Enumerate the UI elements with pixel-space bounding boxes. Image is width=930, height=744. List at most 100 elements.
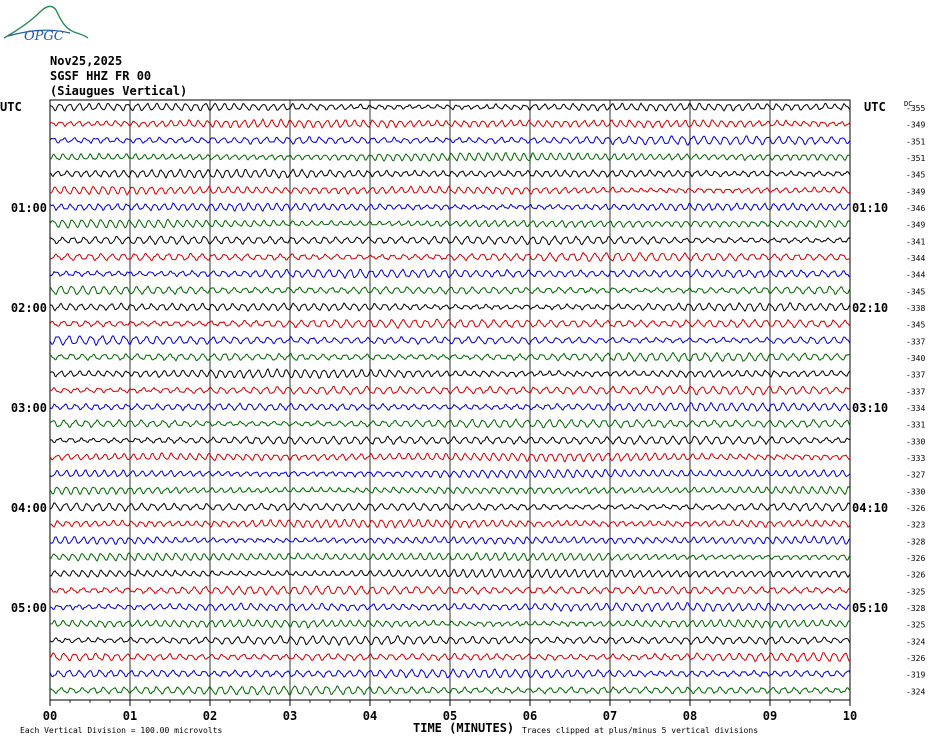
x-tick-label: 03 xyxy=(283,709,297,723)
seismic-trace xyxy=(49,151,851,162)
left-hour-label: 04:00 xyxy=(11,501,47,515)
x-tick-label: 05 xyxy=(443,709,457,723)
dc-offset-label: -325 xyxy=(906,587,925,596)
x-tick-label: 00 xyxy=(43,709,57,723)
seismic-trace xyxy=(49,401,851,412)
seismic-trace xyxy=(49,652,850,663)
dc-offset-label: -326 xyxy=(906,654,925,663)
right-hour-label: 01:10 xyxy=(852,201,888,215)
seismic-trace xyxy=(49,285,851,296)
seismic-trace xyxy=(49,202,851,212)
seismic-trace xyxy=(49,185,851,196)
dc-offset-label: -328 xyxy=(906,537,925,546)
right-hour-label: 05:10 xyxy=(852,601,888,615)
dc-offset-label: -344 xyxy=(906,254,925,263)
station-code: SGSF HHZ FR 00 xyxy=(50,69,152,83)
seismic-trace xyxy=(49,485,851,496)
dc-offset-label: -340 xyxy=(906,354,925,363)
seismic-trace xyxy=(49,418,851,429)
seismic-trace xyxy=(49,351,851,363)
seismic-trace xyxy=(49,585,851,596)
dc-offset-label: -349 xyxy=(906,121,925,130)
vertical-scale-note: Each Vertical Division = 100.00 microvol… xyxy=(20,726,222,735)
dc-offset-label: -325 xyxy=(906,621,925,630)
x-tick-label: 08 xyxy=(683,709,697,723)
right-hour-label: 03:10 xyxy=(852,401,888,415)
dc-offset-label: -351 xyxy=(906,154,925,163)
dc-offset-label: -338 xyxy=(906,304,925,313)
dc-offset-label: -344 xyxy=(906,271,925,280)
x-tick-label: 09 xyxy=(763,709,777,723)
dc-offset-label: -349 xyxy=(906,187,925,196)
seismic-trace xyxy=(50,685,851,696)
seismic-trace xyxy=(49,218,851,229)
right-hour-label: 02:10 xyxy=(852,301,888,315)
logo-swoosh xyxy=(7,29,71,37)
station-location: (Siaugues Vertical) xyxy=(50,84,188,98)
dc-offset-label: -326 xyxy=(906,571,925,580)
dc-offset-label: -346 xyxy=(906,204,925,213)
seismic-trace xyxy=(49,135,851,146)
left-hour-label: 02:00 xyxy=(11,301,47,315)
logo-text: OPGC xyxy=(24,29,64,44)
seismic-trace xyxy=(49,118,851,129)
dc-offset-label: -337 xyxy=(906,337,925,346)
x-tick-label: 04 xyxy=(363,709,377,723)
dc-offset-label: -323 xyxy=(906,521,925,530)
dc-offset-label: -327 xyxy=(906,471,925,480)
dc-header-label: DC xyxy=(904,100,912,108)
seismic-trace xyxy=(49,384,851,396)
seismic-trace xyxy=(49,434,851,446)
dc-offset-label: -334 xyxy=(906,404,925,413)
dc-offset-label: -337 xyxy=(906,371,925,380)
dc-offset-label: -351 xyxy=(906,137,925,146)
seismic-trace xyxy=(49,618,851,629)
x-axis-title: TIME (MINUTES) xyxy=(413,721,514,735)
dc-offset-label: -328 xyxy=(906,604,925,613)
dc-offset-label: -326 xyxy=(906,504,925,513)
seismic-trace xyxy=(49,668,851,679)
seismic-trace xyxy=(49,468,851,479)
dc-offset-label: -319 xyxy=(906,671,925,680)
seismic-trace xyxy=(49,334,851,347)
seismic-trace xyxy=(49,551,851,562)
chart-date: Nov25,2025 xyxy=(50,54,123,68)
left-hour-label: 03:00 xyxy=(11,401,47,415)
seismic-trace xyxy=(49,301,851,313)
right-utc-label: UTC xyxy=(864,100,886,114)
seismic-trace xyxy=(49,634,851,647)
seismic-trace xyxy=(49,235,851,246)
dc-offset-label: -355 xyxy=(906,104,925,113)
x-tick-label: 06 xyxy=(523,709,537,723)
dc-offset-label: -345 xyxy=(906,171,925,180)
dc-offset-label: -326 xyxy=(906,554,925,563)
dc-offset-label: -324 xyxy=(906,637,925,646)
seismic-trace xyxy=(49,318,851,330)
seismic-trace xyxy=(49,568,851,579)
seismic-trace xyxy=(49,452,851,463)
clip-note: Traces clipped at plus/minus 5 vertical … xyxy=(522,726,758,735)
dc-offset-label: -337 xyxy=(906,387,925,396)
x-tick-label: 10 xyxy=(843,709,857,723)
seismic-trace xyxy=(49,601,851,613)
dc-offset-label: -330 xyxy=(906,437,925,446)
dc-offset-label: -345 xyxy=(906,287,925,296)
dc-offset-label: -330 xyxy=(906,487,925,496)
dc-offset-label: -345 xyxy=(906,321,925,330)
left-hour-label: 05:00 xyxy=(11,601,47,615)
dc-offset-label: -341 xyxy=(906,237,925,246)
seismic-trace xyxy=(49,168,851,179)
seismic-trace xyxy=(49,518,851,529)
x-tick-label: 07 xyxy=(603,709,617,723)
left-hour-label: 01:00 xyxy=(11,201,47,215)
seismic-trace xyxy=(49,502,851,513)
x-tick-label: 01 xyxy=(123,709,137,723)
dc-offset-label: -349 xyxy=(906,221,925,230)
seismic-trace xyxy=(49,102,851,112)
dc-offset-label: -324 xyxy=(906,687,925,696)
dc-offset-label: -331 xyxy=(906,421,925,430)
seismic-trace xyxy=(49,535,851,546)
seismic-trace xyxy=(49,268,851,280)
logo-mountain xyxy=(3,5,89,39)
